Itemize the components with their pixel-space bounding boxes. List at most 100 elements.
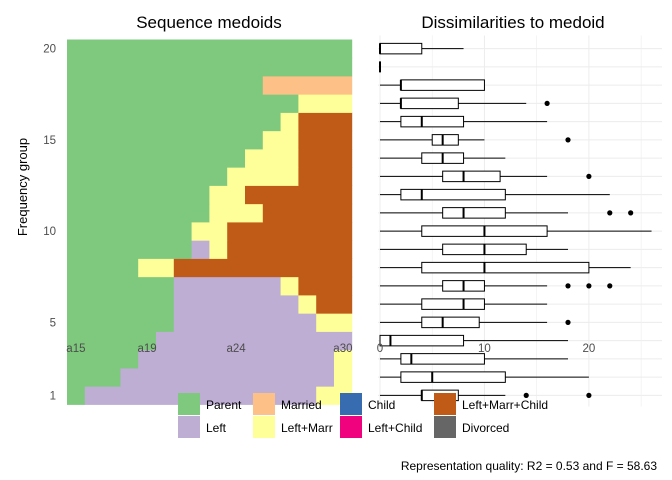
outlier-point bbox=[544, 100, 550, 106]
sequence-cell bbox=[138, 349, 335, 369]
sequence-cell bbox=[298, 94, 353, 113]
sequence-cell bbox=[262, 130, 299, 150]
sequence-cell bbox=[67, 185, 210, 205]
boxplot bbox=[380, 188, 610, 201]
legend-item: Left+Child bbox=[340, 416, 422, 438]
boxplot bbox=[379, 42, 464, 55]
legend: Parent Married Child Left+Marr+Child Left Lef… bbox=[178, 393, 548, 438]
sequence-cell bbox=[280, 112, 299, 132]
boxplot bbox=[380, 280, 613, 292]
boxplot-x-ticks: 0 10 20 bbox=[377, 343, 595, 355]
sequence-cell bbox=[298, 130, 353, 150]
legend-item: Left bbox=[178, 416, 227, 438]
sequence-cell bbox=[316, 313, 353, 332]
boxplot bbox=[379, 334, 568, 347]
sequence-cell bbox=[67, 94, 299, 113]
legend-swatch bbox=[253, 416, 275, 438]
y-tick-label: 10 bbox=[43, 226, 56, 238]
box bbox=[400, 371, 506, 383]
legend-label: Divorced bbox=[462, 421, 509, 435]
box bbox=[442, 207, 506, 219]
box bbox=[400, 97, 459, 110]
box bbox=[421, 261, 590, 274]
sequence-medoids-panel: Sequence medoids Frequency group 1510152… bbox=[15, 13, 352, 405]
sequence-cell bbox=[67, 57, 353, 77]
sequence-cell bbox=[67, 167, 228, 186]
sequence-cell bbox=[67, 295, 175, 314]
sequence-cell bbox=[227, 167, 299, 186]
outlier-point bbox=[586, 392, 592, 398]
outlier-point bbox=[586, 173, 592, 179]
x-tick-label: a30 bbox=[333, 343, 352, 355]
sequence-cell bbox=[262, 76, 353, 95]
sequence-cell bbox=[280, 276, 299, 296]
y-tick-label: 15 bbox=[43, 135, 56, 147]
legend-item: Child bbox=[340, 393, 395, 415]
sequence-cell bbox=[67, 130, 264, 150]
sequence-cell bbox=[316, 295, 353, 314]
dissimilarities-panel: Dissimilarities to medoid 0 10 20 bbox=[377, 13, 662, 407]
box bbox=[421, 298, 485, 310]
outlier-point bbox=[586, 283, 592, 289]
sequence-cell bbox=[67, 203, 210, 223]
boxplot bbox=[380, 298, 548, 310]
outlier-point bbox=[565, 283, 571, 289]
sequence-cell bbox=[67, 349, 139, 369]
sequence-cell bbox=[67, 313, 175, 332]
box bbox=[421, 316, 480, 329]
boxplot bbox=[380, 97, 550, 110]
sequence-cell bbox=[156, 331, 353, 351]
x-tick-label: 0 bbox=[377, 343, 383, 355]
boxplot bbox=[380, 371, 589, 383]
legend-swatch bbox=[178, 393, 200, 415]
legend-swatch bbox=[340, 416, 362, 438]
caption: Representation quality: R2 = 0.53 and F … bbox=[401, 459, 657, 473]
legend-label: Left+Marr+Child bbox=[462, 398, 548, 412]
x-tick-label: 10 bbox=[478, 343, 491, 355]
y-tick-label: 1 bbox=[50, 390, 56, 402]
boxplot bbox=[380, 134, 571, 146]
sequence-cell bbox=[67, 240, 192, 259]
outlier-point bbox=[607, 210, 613, 216]
box bbox=[400, 79, 485, 91]
sequence-cell bbox=[67, 149, 246, 168]
sequence-cell bbox=[227, 222, 353, 241]
boxplot bbox=[380, 353, 568, 365]
x-tick-label: a19 bbox=[138, 343, 157, 355]
legend-label: Married bbox=[281, 398, 322, 412]
boxplot bbox=[380, 207, 634, 219]
sequence-cell bbox=[245, 149, 299, 168]
x-tick-label: a15 bbox=[66, 343, 85, 355]
boxplot-marks bbox=[379, 42, 652, 402]
legend-swatch bbox=[340, 393, 362, 415]
legend-swatch bbox=[434, 393, 456, 415]
sequence-cell bbox=[262, 203, 353, 223]
box bbox=[400, 188, 506, 201]
outlier-point bbox=[565, 137, 571, 143]
legend-label: Left+Child bbox=[368, 421, 422, 435]
legend-item: Left+Marr bbox=[253, 416, 333, 438]
legend-label: Left+Marr bbox=[281, 421, 333, 435]
dissimilarities-title: Dissimilarities to medoid bbox=[421, 13, 604, 32]
sequence-cell bbox=[67, 39, 353, 59]
box bbox=[379, 334, 465, 347]
sequence-medoids-title: Sequence medoids bbox=[136, 13, 282, 32]
sequence-cell bbox=[67, 222, 192, 241]
sequence-cells bbox=[67, 39, 353, 405]
sequence-cell bbox=[67, 331, 157, 351]
sequence-cell bbox=[298, 149, 353, 168]
outlier-point bbox=[523, 392, 529, 398]
sequence-cell bbox=[173, 276, 281, 296]
sequence-cell bbox=[209, 240, 228, 259]
boxplot bbox=[380, 261, 631, 274]
legend-label: Left bbox=[206, 421, 227, 435]
sequence-cell bbox=[67, 386, 86, 405]
boxplot bbox=[380, 152, 506, 164]
box bbox=[442, 170, 501, 183]
sequence-cell bbox=[67, 258, 139, 278]
x-tick-label: a24 bbox=[227, 343, 247, 355]
sequence-cell bbox=[209, 203, 264, 223]
sequence-cell bbox=[173, 295, 299, 314]
boxplot bbox=[380, 316, 571, 329]
